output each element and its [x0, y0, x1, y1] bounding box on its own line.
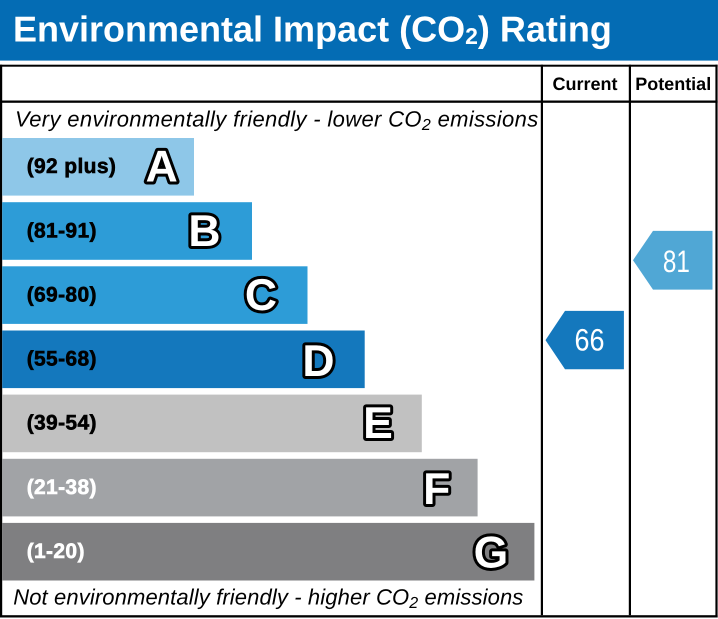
svg-text:C: C: [245, 271, 277, 320]
svg-text:66: 66: [575, 323, 605, 358]
svg-text:E: E: [363, 399, 393, 448]
svg-text:(81-91): (81-91): [27, 219, 97, 242]
svg-text:G: G: [474, 528, 509, 577]
svg-text:(55-68): (55-68): [27, 348, 97, 371]
svg-text:F: F: [423, 465, 450, 514]
svg-text:D: D: [302, 337, 334, 386]
svg-text:A: A: [146, 143, 178, 192]
svg-text:(21-38): (21-38): [27, 476, 97, 499]
svg-text:B: B: [188, 207, 220, 256]
svg-text:Very environmentally friendly: Very environmentally friendly - lower CO…: [15, 107, 539, 135]
svg-text:81: 81: [663, 244, 690, 279]
svg-text:Not environmentally friendly -: Not environmentally friendly - higher CO…: [13, 584, 523, 612]
svg-text:(69-80): (69-80): [27, 283, 97, 306]
svg-text:(92 plus): (92 plus): [27, 155, 117, 178]
svg-text:Environmental Impact (CO2) Rat: Environmental Impact (CO2) Rating: [13, 9, 612, 50]
svg-text:Current: Current: [552, 74, 617, 94]
svg-text:Potential: Potential: [635, 74, 711, 94]
svg-text:(1-20): (1-20): [27, 540, 85, 563]
svg-text:(39-54): (39-54): [27, 412, 97, 435]
